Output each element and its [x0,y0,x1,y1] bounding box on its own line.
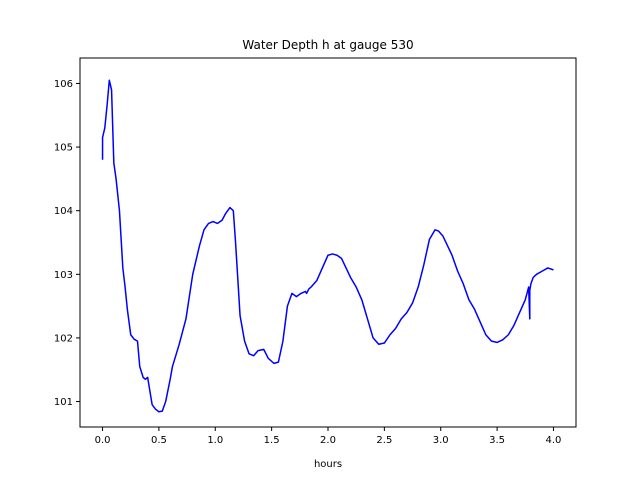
x-axis-label: hours [314,459,342,470]
plot-area [101,79,554,413]
x-tick-label: 3.0 [433,435,449,446]
x-tick-label: 1.5 [264,435,280,446]
x-tick-label: 0.5 [151,435,167,446]
y-tick-label: 103 [54,270,73,281]
plot-frame [79,57,577,428]
x-tick-label: 2.5 [376,435,392,446]
series-line-0 [101,79,554,413]
y-tick-label: 102 [54,333,73,344]
x-tick-label: 3.5 [489,435,505,446]
x-tick-label: 0.0 [95,435,111,446]
y-tick-label: 105 [54,143,73,154]
chart-title: Water Depth h at gauge 530 [242,38,413,52]
y-tick-label: 101 [54,397,73,408]
axis-ticks: 0.0 0.5 1.0 1.5 2.0 2.5 3.0 3.5 4.0 101 102 103 104 1… [54,79,562,446]
x-tick-label: 2.0 [320,435,336,446]
y-tick-label: 104 [54,206,73,217]
y-tick-label: 106 [54,79,73,90]
x-tick-label: 4.0 [546,435,562,446]
x-tick-label: 1.0 [207,435,223,446]
